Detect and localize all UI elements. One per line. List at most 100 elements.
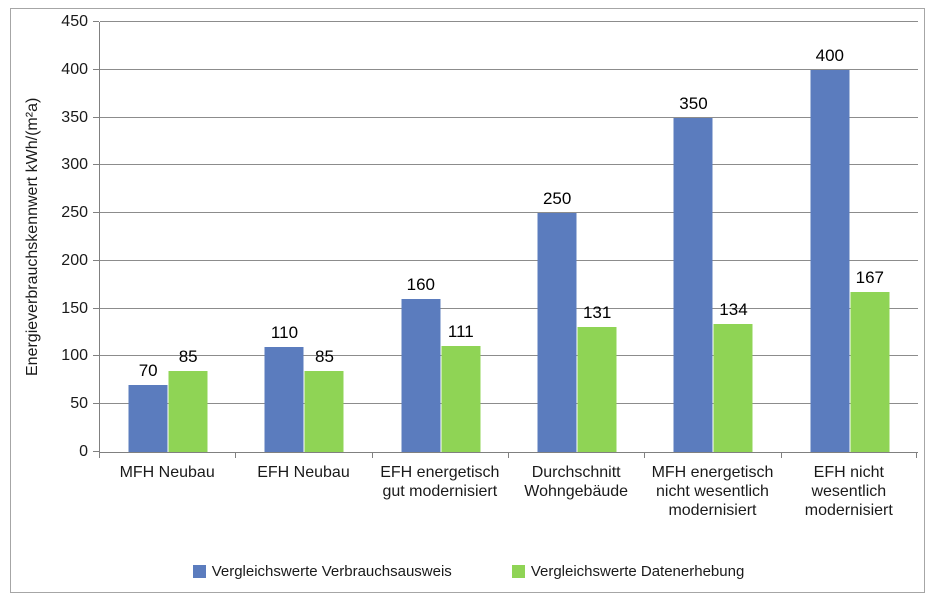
bar-pair: 70 85 [128,22,208,452]
bar-pair: 350 134 [673,22,753,452]
gridline [100,164,918,166]
bar-value-label: 167 [855,268,884,288]
bar-slot: 85 [304,22,344,452]
bar-series2 [168,370,208,452]
bar-value-label: 250 [542,189,572,209]
y-tick-mark [93,307,99,309]
bar-slot: 250 [537,22,577,452]
bar-series2 [850,292,890,452]
x-category-label: EFH nicht wesentlich modernisiert [804,464,893,520]
y-tick-mark [93,164,99,166]
bar-slot: 70 [128,22,168,452]
bar-value-label: 400 [815,45,844,65]
x-boundary-tick [99,452,100,458]
bar-slot: 160 [401,22,441,452]
y-axis-tick-labels: 0 50 100 150 200 250 300 350 400 450 [0,13,88,460]
bar-slot: 110 [264,22,304,452]
y-tick-mark [93,355,99,357]
bar-slot: 85 [168,22,208,452]
legend-item: Vergleichswerte Datenerhebung [511,563,745,580]
bar-group: 70 85 [100,22,236,452]
bar-slot: 134 [713,22,753,452]
bar-value-label: 350 [679,93,708,113]
x-boundary-tick [644,452,646,458]
bar-value-label: 111 [447,321,474,341]
legend-swatch [192,565,206,578]
y-tick-mark [93,451,99,452]
bar-groups: 70 85 110 85 160 111 250 131 350 134 400 167 [100,22,918,452]
y-tick-label: 0 [79,443,88,460]
legend: Vergleichswerte Verbrauchsausweis Verglei… [0,563,937,580]
bar-series2 [304,370,344,452]
gridline [100,116,918,118]
gridline [100,212,918,214]
bar-value-label: 134 [719,299,748,319]
bar-value-label: 131 [582,302,612,322]
bar-series2 [441,345,481,452]
bar-slot: 400 [810,22,850,452]
gridline [100,68,918,70]
bar-series1 [264,346,304,452]
x-category-label: EFH Neubau [257,464,350,481]
x-boundary-tick [508,452,509,458]
bar-pair: 400 167 [810,22,890,452]
x-axis-category-labels: MFH Neubau EFH Neubau EFH energetisch gut … [99,463,917,521]
bar-series1 [673,117,713,452]
y-tick-mark [93,21,99,22]
bar-group: 350 134 [645,22,781,452]
y-tick-label: 400 [61,60,88,78]
y-tick-mark [93,403,99,405]
legend-item: Vergleichswerte Verbrauchsausweis [192,563,452,580]
x-boundary-tick [780,452,782,458]
gridline [100,403,918,405]
bar-series1 [128,385,168,452]
bar-pair: 250 131 [537,22,617,452]
gridline [100,259,918,261]
y-axis-tick-marks [93,21,99,452]
x-axis-boundary-ticks [99,452,917,458]
bar-value-label: 160 [406,275,435,295]
bar-slot: 131 [577,22,617,452]
chart-frame [10,8,925,593]
bar-value-label: 85 [315,346,334,366]
x-boundary-tick [916,452,917,458]
x-category-label: MFH Neubau [119,464,215,481]
y-tick-label: 150 [61,299,88,317]
y-tick-mark [93,212,99,214]
y-tick-mark [93,68,99,70]
bar-slot: 350 [673,22,713,452]
x-category-label: Durchschnitt Wohngebäude [524,464,629,501]
gridline [100,355,918,357]
bar-pair: 110 85 [264,22,344,452]
bar-value-label: 85 [178,346,198,366]
y-tick-label: 350 [61,108,88,126]
legend-label: Vergleichswerte Datenerhebung [530,563,745,580]
x-category-label: EFH energetisch gut modernisiert [380,464,500,501]
bar-value-label: 110 [270,322,299,342]
bar-slot: 167 [850,22,890,452]
y-tick-mark [93,259,99,261]
bar-series1 [401,299,441,452]
bar-group: 250 131 [509,22,645,452]
legend-swatch [511,565,525,578]
bar-value-label: 70 [138,361,158,381]
bar-series2 [713,323,753,452]
x-boundary-tick [371,452,373,458]
y-tick-label: 200 [61,251,88,269]
y-tick-mark [93,116,99,118]
bar-group: 160 111 [373,22,509,452]
x-boundary-tick [235,452,237,458]
bar-series1 [537,213,577,452]
y-tick-label: 250 [61,204,88,222]
bar-series2 [577,326,617,452]
y-tick-label: 450 [61,13,88,30]
bar-series1 [810,69,850,452]
y-tick-label: 100 [61,347,88,365]
x-category-label: MFH energetisch nicht wesentlich moderni… [651,464,774,520]
legend-label: Vergleichswerte Verbrauchsausweis [211,563,452,580]
bar-slot: 111 [441,22,481,452]
bar-pair: 160 111 [401,22,481,452]
y-tick-label: 50 [70,395,88,413]
y-tick-label: 300 [61,156,88,174]
